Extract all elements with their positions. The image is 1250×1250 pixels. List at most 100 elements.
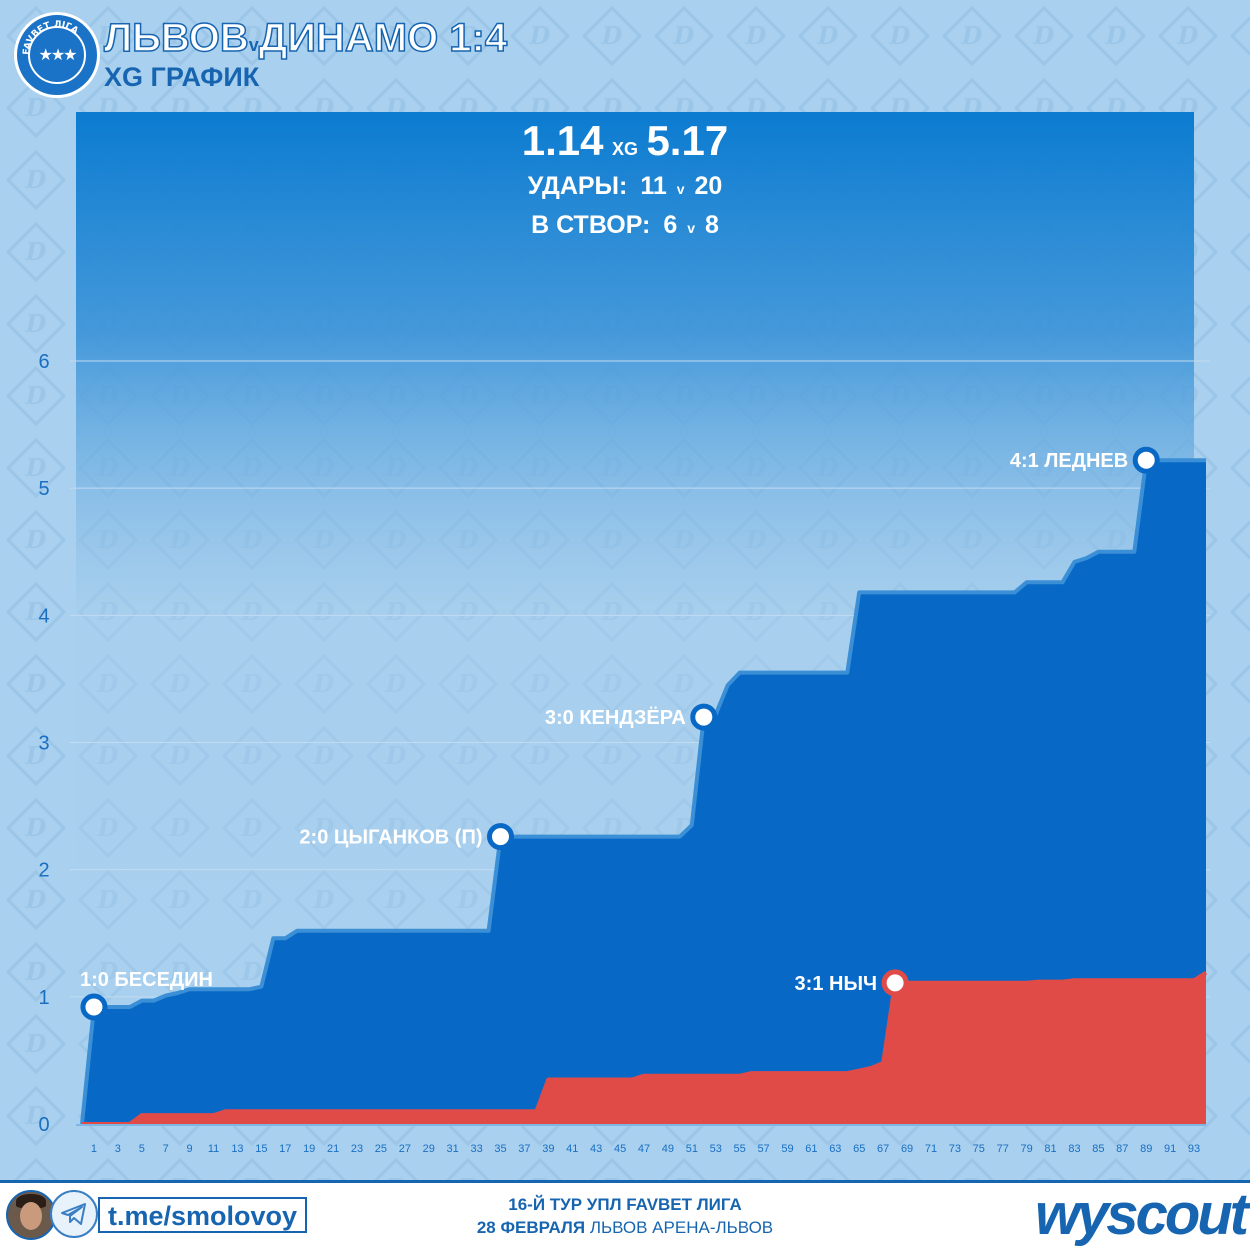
- stats-box: 1.14 XG 5.17 УДАРЫ: 11 v 20 В СТВОР: 6 v…: [522, 117, 728, 239]
- title-separator: v: [248, 35, 259, 55]
- x-tick-label: 33: [470, 1143, 482, 1155]
- x-tick-label: 73: [949, 1143, 961, 1155]
- y-tick-label: 3: [38, 733, 49, 755]
- x-tick-label: 13: [231, 1143, 243, 1155]
- x-tick-label: 51: [686, 1143, 698, 1155]
- shots-home: 11: [640, 172, 667, 200]
- x-tick-label: 85: [1092, 1143, 1104, 1155]
- svg-text:В СТВОР: 6 v: В СТВОР: 6 v 8: [531, 211, 719, 239]
- x-tick-label: 19: [303, 1143, 315, 1155]
- x-tick-label: 87: [1116, 1143, 1128, 1155]
- telegram-icon[interactable]: [50, 1190, 98, 1238]
- x-tick-label: 61: [805, 1143, 817, 1155]
- goal-markers: 1:0 БЕСЕДИН 2:0 ЦЫГАНКОВ (П) 3:0 КЕНДЗЁРА 3…: [80, 446, 1160, 1021]
- x-tick-label: 69: [901, 1143, 913, 1155]
- x-tick-label: 89: [1140, 1143, 1152, 1155]
- on-target-separator: v: [687, 220, 695, 236]
- goal-label: 4:1 ЛЕДНЕВ: [1010, 450, 1128, 472]
- goal-marker: [487, 823, 515, 851]
- y-tick-label: 1: [38, 987, 49, 1009]
- series-area-lviv: [82, 972, 1206, 1124]
- match-venue: ЛЬВОВ АРЕНА-ЛЬВОВ: [589, 1218, 774, 1237]
- match-date: 28 ФЕВРАЛЯ: [476, 1218, 586, 1237]
- y-tick-label: 6: [38, 351, 49, 373]
- x-tick-label: 21: [327, 1143, 339, 1155]
- x-tick-label: 9: [187, 1143, 193, 1155]
- page-title: ЛЬВОВvДИНАМО 1:4: [103, 15, 508, 61]
- author-avatar: [6, 1190, 56, 1240]
- match-info: 16-Й ТУР УПЛ FAVBET ЛИГА 28 ФЕВРАЛЯ ЛЬВО…: [410, 1193, 840, 1239]
- header: FAVBET ЛІГА ★★★ ЛЬВОВvДИНАМО 1:4 XG ГРАФ…: [0, 0, 1250, 100]
- x-tick-label: 47: [638, 1143, 650, 1155]
- x-tick-label: 37: [518, 1143, 530, 1155]
- on-target-home: 6: [663, 211, 677, 239]
- x-tick-label: 1: [91, 1143, 97, 1155]
- goal-label: 2:0 ЦЫГАНКОВ (П): [299, 827, 482, 849]
- shots-label: УДАРЫ:: [528, 172, 628, 200]
- goal-marker: [690, 703, 718, 731]
- league-logo-icon: FAVBET ЛІГА ★★★: [14, 12, 100, 98]
- xg-home: 1.14: [522, 117, 604, 164]
- x-tick-label: 23: [351, 1143, 363, 1155]
- on-target-label: В СТВОР:: [531, 211, 650, 239]
- x-tick-label: 49: [662, 1143, 674, 1155]
- x-tick-label: 29: [423, 1143, 435, 1155]
- x-tick-label: 79: [1021, 1143, 1033, 1155]
- x-tick-label: 81: [1044, 1143, 1056, 1155]
- logo-stars: ★★★: [28, 26, 86, 84]
- x-tick-label: 75: [973, 1143, 985, 1155]
- svg-text:1.14 XG 5.17: 1.14 XG 5.17: [522, 117, 728, 164]
- x-tick-label: 65: [853, 1143, 865, 1155]
- x-tick-label: 27: [399, 1143, 411, 1155]
- goal-marker: [881, 969, 909, 997]
- x-tick-label: 77: [997, 1143, 1009, 1155]
- x-tick-label: 91: [1164, 1143, 1176, 1155]
- y-tick-label: 2: [38, 860, 49, 882]
- x-tick-label: 7: [163, 1143, 169, 1155]
- x-tick-label: 67: [877, 1143, 889, 1155]
- x-tick-label: 59: [781, 1143, 793, 1155]
- xg-away: 5.17: [646, 117, 728, 164]
- series-line-lviv: [82, 971, 1208, 1126]
- x-tick-label: 25: [375, 1143, 387, 1155]
- goal-label: 1:0 БЕСЕДИН: [80, 969, 213, 991]
- x-tick-label: 71: [925, 1143, 937, 1155]
- on-target-away: 8: [705, 211, 719, 239]
- date-venue-line: 28 ФЕВРАЛЯ ЛЬВОВ АРЕНА-ЛЬВОВ: [410, 1216, 840, 1239]
- x-tick-label: 3: [115, 1143, 121, 1155]
- shots-separator: v: [677, 181, 685, 197]
- x-tick-label: 63: [829, 1143, 841, 1155]
- x-tick-label: 53: [710, 1143, 722, 1155]
- team-home: ЛЬВОВ: [103, 15, 249, 61]
- x-tick-label: 35: [494, 1143, 506, 1155]
- wyscout-logo: wyscout: [1034, 1182, 1249, 1247]
- svg-text:УДАРЫ: 11 v: УДАРЫ: 11 v 20: [528, 172, 723, 200]
- x-tick-label: 41: [566, 1143, 578, 1155]
- x-tick-label: 83: [1068, 1143, 1080, 1155]
- y-axis: 0 1 2 3 4 5 6: [38, 351, 49, 1136]
- x-tick-label: 31: [447, 1143, 459, 1155]
- x-tick-label: 45: [614, 1143, 626, 1155]
- x-tick-label: 55: [734, 1143, 746, 1155]
- x-tick-label: 93: [1188, 1143, 1200, 1155]
- y-tick-label: 5: [38, 478, 49, 500]
- y-tick-label: 0: [38, 1114, 49, 1136]
- goal-label: 3:1 НЫЧ: [795, 973, 878, 995]
- x-tick-label: 11: [208, 1143, 219, 1155]
- telegram-link[interactable]: t.me/smolovoy: [98, 1197, 308, 1233]
- goal-marker: [1132, 446, 1160, 474]
- team-away-score: ДИНАМО 1:4: [258, 15, 508, 61]
- x-axis: 1 3 5 7 9 11 13 15 17 19 21 23 25 27 29 31 33 35 37 39 41 43 4…: [76, 1124, 1206, 1155]
- series-area-dynamo: [82, 460, 1206, 1124]
- x-tick-label: 57: [757, 1143, 769, 1155]
- goal-label: 3:0 КЕНДЗЁРА: [545, 706, 686, 729]
- series-areas: [80, 458, 1208, 1126]
- x-tick-label: 5: [139, 1143, 145, 1155]
- x-tick-label: 15: [255, 1143, 267, 1155]
- x-tick-label: 39: [542, 1143, 554, 1155]
- x-tick-label: 17: [279, 1143, 291, 1155]
- shots-away: 20: [694, 172, 722, 200]
- page-subtitle: XG ГРАФИК: [104, 62, 260, 92]
- round-line: 16-Й ТУР УПЛ FAVBET ЛИГА: [508, 1195, 742, 1214]
